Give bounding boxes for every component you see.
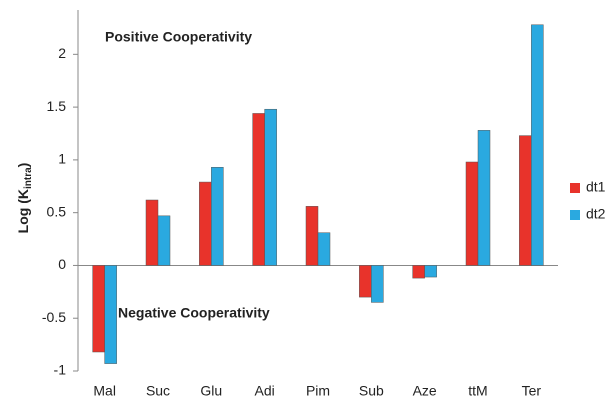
x-tick-label: Suc bbox=[146, 383, 170, 399]
bar bbox=[199, 181, 212, 266]
annotation: Negative Cooperativity bbox=[118, 305, 270, 321]
bar bbox=[371, 265, 384, 303]
y-label-sub: intra bbox=[23, 167, 34, 189]
y-tick-label: 1 bbox=[58, 151, 66, 167]
legend-swatch bbox=[570, 183, 580, 193]
bar bbox=[317, 232, 331, 266]
bar bbox=[211, 167, 224, 266]
annotation: Positive Cooperativity bbox=[105, 29, 252, 45]
x-tick-label: Pim bbox=[306, 383, 330, 399]
bar bbox=[264, 108, 277, 266]
x-tick-label: Adi bbox=[255, 383, 275, 399]
legend-swatch bbox=[570, 210, 580, 220]
y-tick-label: -1 bbox=[54, 362, 67, 378]
bar bbox=[305, 206, 319, 266]
legend-label: dt1 bbox=[586, 179, 606, 195]
bar bbox=[359, 265, 372, 298]
legend-label: dt2 bbox=[586, 206, 606, 222]
bar bbox=[157, 215, 171, 266]
x-tick-label: Ter bbox=[522, 383, 542, 399]
bar bbox=[104, 265, 117, 364]
x-tick-label: Glu bbox=[200, 383, 222, 399]
x-tick-label: ttM bbox=[468, 383, 487, 399]
y-tick-label: -0.5 bbox=[42, 309, 66, 325]
y-tick-label: 0 bbox=[58, 256, 66, 272]
y-axis-label: Log (Kintra) bbox=[15, 163, 34, 234]
bar bbox=[465, 161, 479, 266]
x-tick-label: Mal bbox=[93, 383, 116, 399]
bar bbox=[92, 265, 105, 353]
bar bbox=[424, 265, 437, 278]
y-tick-label: 0.5 bbox=[47, 203, 67, 219]
x-tick-label: Aze bbox=[413, 383, 437, 399]
bar bbox=[252, 113, 265, 266]
bar bbox=[412, 265, 425, 279]
bar bbox=[477, 130, 491, 266]
y-tick-label: 1.5 bbox=[47, 98, 67, 114]
y-tick-label: 2 bbox=[58, 45, 66, 61]
bar bbox=[145, 199, 159, 266]
bar bbox=[531, 24, 544, 266]
y-label-part: Log (K bbox=[15, 189, 31, 233]
x-tick-label: Sub bbox=[359, 383, 384, 399]
y-label-part: ) bbox=[15, 163, 31, 168]
bar bbox=[519, 135, 532, 266]
